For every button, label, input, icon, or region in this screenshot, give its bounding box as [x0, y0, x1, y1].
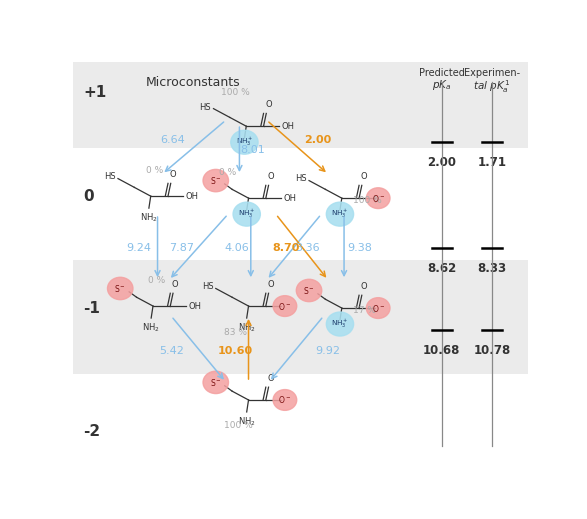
Text: NH$_2$: NH$_2$ [238, 415, 255, 428]
Circle shape [203, 371, 228, 393]
Text: S$^-$: S$^-$ [303, 285, 315, 296]
Text: 4.06: 4.06 [225, 243, 249, 253]
Text: O: O [265, 101, 272, 110]
Text: 10.78: 10.78 [473, 344, 511, 357]
Text: 0 %: 0 % [219, 168, 236, 176]
Text: NH$_3^+$: NH$_3^+$ [236, 136, 253, 148]
Text: $pK_a$: $pK_a$ [432, 78, 451, 92]
Text: OH: OH [188, 302, 201, 310]
Circle shape [366, 188, 390, 209]
Text: 0 %: 0 % [146, 166, 163, 175]
Text: 9.92: 9.92 [316, 346, 340, 356]
Text: O$^-$: O$^-$ [278, 301, 292, 311]
Text: HS: HS [295, 174, 307, 184]
Text: NH$_3^+$: NH$_3^+$ [331, 318, 349, 330]
Text: 100 %: 100 % [224, 421, 252, 430]
Text: HS: HS [104, 172, 116, 182]
Text: OH: OH [284, 194, 296, 202]
Text: Microconstants: Microconstants [146, 76, 241, 89]
Circle shape [273, 296, 297, 317]
Text: O: O [361, 172, 367, 181]
Text: 3.36: 3.36 [295, 243, 320, 253]
Text: tal $pK_a^{\,1}$: tal $pK_a^{\,1}$ [473, 78, 511, 95]
Text: O: O [268, 280, 274, 289]
Text: 8.01: 8.01 [241, 145, 265, 155]
Text: 8.70: 8.70 [272, 243, 300, 253]
Text: 17 %: 17 % [353, 306, 376, 315]
Text: OH: OH [185, 192, 199, 201]
Circle shape [326, 312, 353, 336]
Circle shape [273, 390, 297, 411]
Text: 2.00: 2.00 [427, 156, 456, 169]
Circle shape [231, 130, 258, 154]
Text: 0: 0 [83, 188, 94, 203]
Text: 100 %: 100 % [353, 196, 382, 204]
Text: 2.00: 2.00 [305, 135, 332, 145]
Bar [73, 260, 528, 374]
Text: Predicted: Predicted [419, 69, 465, 78]
Text: O: O [361, 282, 367, 291]
Text: S$^-$: S$^-$ [114, 283, 126, 294]
Text: 6.64: 6.64 [160, 135, 185, 145]
Text: NH$_3^+$: NH$_3^+$ [331, 208, 349, 220]
Text: O: O [172, 280, 178, 289]
Text: HS: HS [200, 103, 211, 112]
Text: 83 %: 83 % [224, 327, 247, 336]
Circle shape [233, 202, 261, 226]
Text: O$^-$: O$^-$ [278, 394, 292, 405]
Text: 10.60: 10.60 [217, 346, 252, 356]
Text: 5.42: 5.42 [158, 346, 184, 356]
Text: NH$_2$: NH$_2$ [140, 211, 158, 224]
Text: 9.38: 9.38 [348, 243, 372, 253]
Circle shape [107, 277, 133, 299]
Text: 100 %: 100 % [221, 88, 250, 97]
Text: -1: -1 [83, 301, 100, 316]
Text: O$^-$: O$^-$ [372, 303, 384, 313]
Text: OH: OH [281, 122, 294, 131]
Text: NH$_2$: NH$_2$ [143, 321, 160, 334]
Bar [73, 62, 528, 148]
Circle shape [203, 169, 228, 192]
Text: O: O [170, 170, 176, 180]
Text: +1: +1 [83, 85, 107, 100]
Text: HS: HS [202, 282, 214, 291]
Text: NH$_3^+$: NH$_3^+$ [238, 208, 255, 220]
Text: O: O [268, 172, 274, 181]
Text: S$^-$: S$^-$ [210, 175, 222, 186]
Circle shape [326, 202, 353, 226]
Text: NH$_2$: NH$_2$ [238, 321, 255, 334]
Text: O$^-$: O$^-$ [372, 193, 384, 203]
Text: 10.68: 10.68 [423, 344, 461, 357]
Text: 8.33: 8.33 [477, 262, 507, 275]
Text: -2: -2 [83, 425, 100, 440]
Text: 0 %: 0 % [149, 276, 166, 284]
Circle shape [366, 298, 390, 319]
Text: 9.24: 9.24 [126, 243, 151, 253]
Text: S$^-$: S$^-$ [210, 377, 222, 388]
Text: 8.62: 8.62 [427, 262, 457, 275]
Text: 1.71: 1.71 [477, 156, 507, 169]
Text: Experimen-: Experimen- [464, 69, 520, 78]
Circle shape [296, 279, 322, 302]
Text: O: O [268, 374, 274, 383]
Text: 7.87: 7.87 [168, 243, 194, 253]
